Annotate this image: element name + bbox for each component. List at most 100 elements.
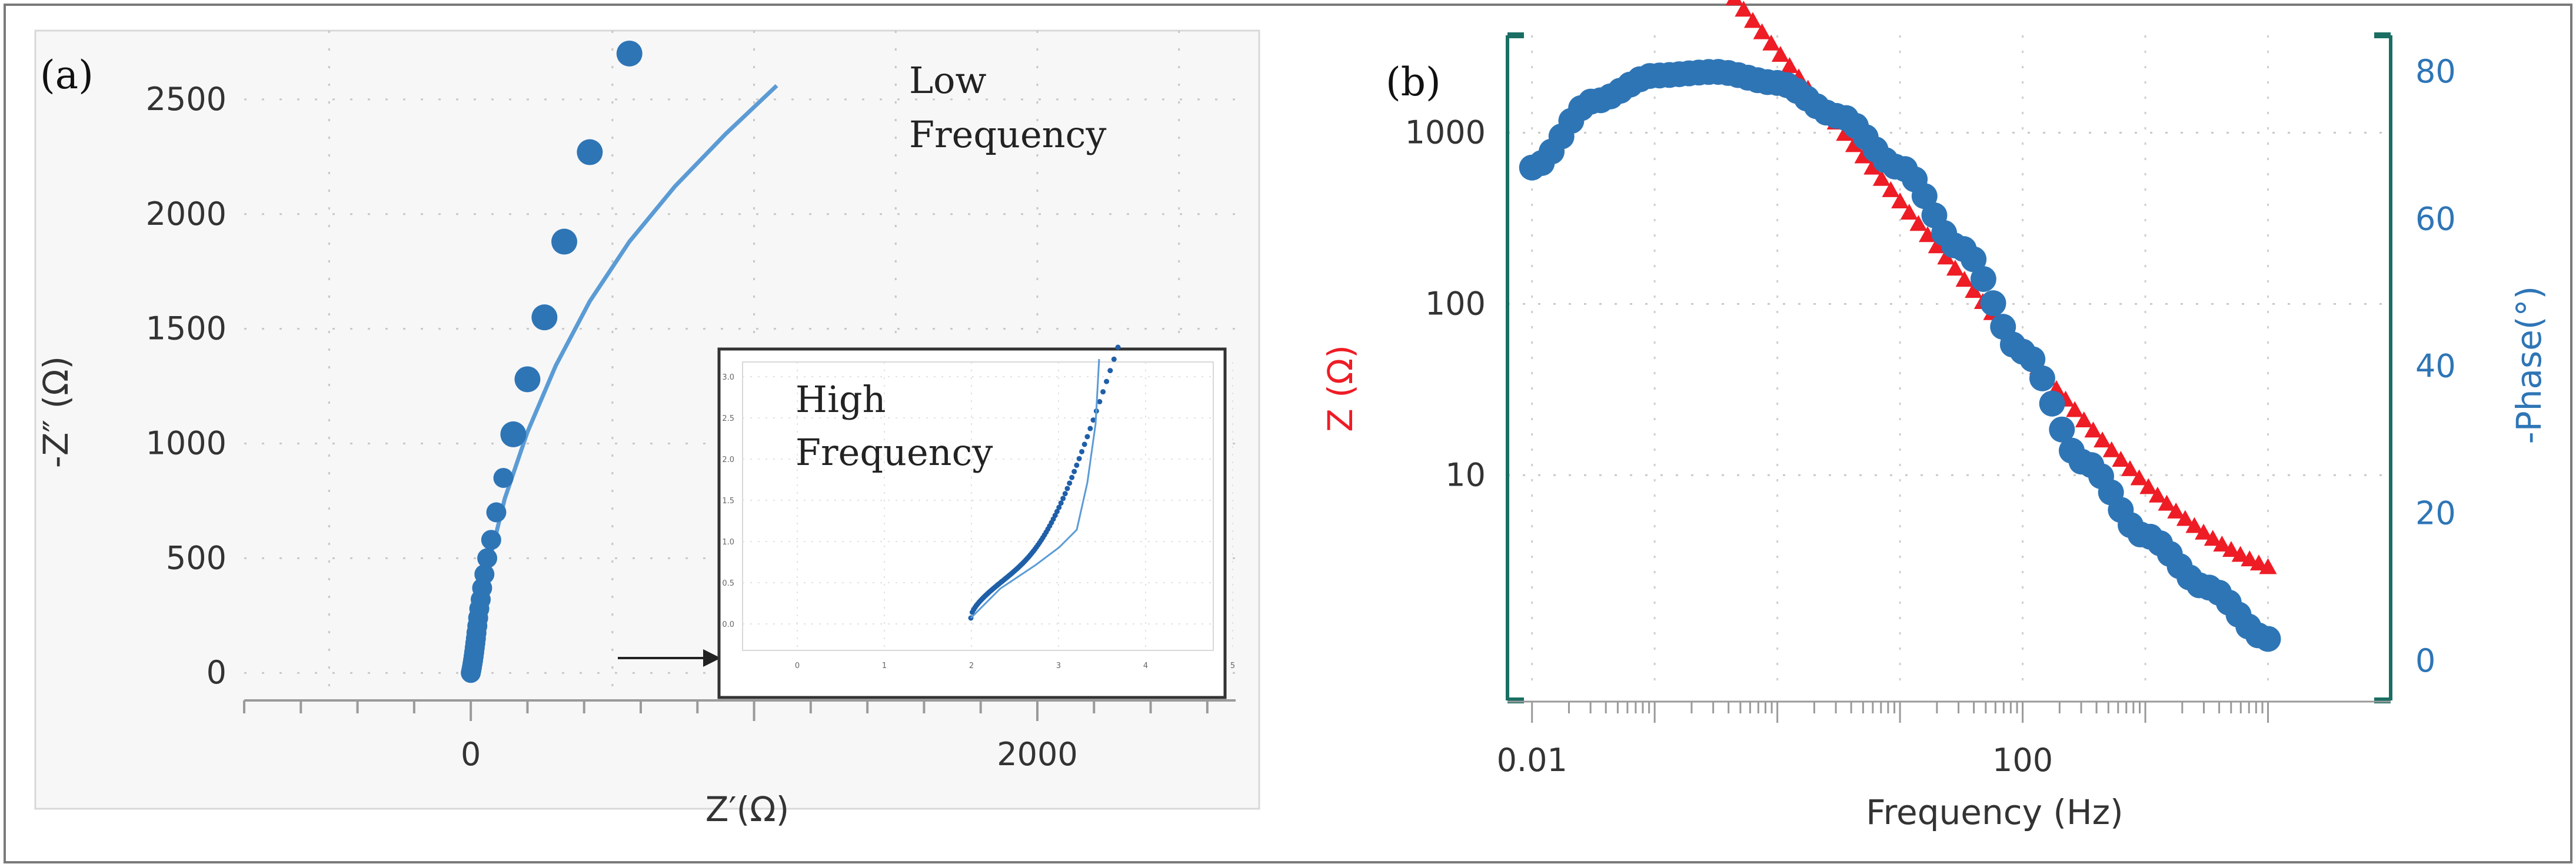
panel-b-impedance-point [2195, 523, 2213, 540]
panel-b-impedance-point [2084, 421, 2102, 438]
panel-b-x-tick-label: 100 [1992, 742, 2053, 779]
panel-a-label: (a) [40, 52, 94, 98]
panel-a-x-tick-label: 0 [461, 736, 481, 773]
inset-tick-label: 2.5 [722, 414, 734, 423]
inset-data-point [1074, 462, 1080, 468]
panel-b-impedance-point [2158, 494, 2176, 511]
panel-b-impedance-point [1909, 215, 1928, 231]
panel-b-impedance-point [2075, 411, 2093, 427]
panel-b-impedance-point [1919, 226, 1937, 243]
panel-b-impedance-point [1965, 282, 1983, 298]
panel-b-impedance-point [2094, 431, 2112, 448]
panel-a-x-ticks: 0 2000 [461, 736, 1078, 773]
panel-b-phase-point [1970, 266, 1996, 293]
inset-data-point [1115, 344, 1121, 350]
inset-data-point [1107, 368, 1113, 374]
panel-b-impedance-point [2231, 546, 2249, 562]
panel-b-impedance-point [1725, 0, 1743, 6]
panel-b-impedance-point [2112, 451, 2130, 467]
panel-b-impedance-point [2249, 554, 2268, 571]
panel-b-phase-point [2255, 626, 2281, 652]
inset-data-point [1100, 389, 1106, 395]
inset-data-point [1090, 417, 1096, 423]
panel-b-impedance-point [2139, 478, 2158, 494]
panel-b-impedance-point [2121, 460, 2139, 476]
panel-a-data-point [477, 548, 498, 569]
inset-data-point [1081, 441, 1087, 447]
panel-b-impedance-point [2102, 441, 2121, 457]
panel-b-right-tick-label: 40 [2415, 348, 2456, 385]
panel-a-x-minor-ticks [243, 700, 1209, 721]
inset-data-point [1104, 378, 1110, 384]
inset-data-point [1058, 500, 1064, 506]
panel-a-data-point [493, 467, 514, 488]
panel-b-phase-point [2049, 416, 2075, 443]
inset-data-point [1087, 426, 1093, 431]
panel-b-right-ticks: 0 20 40 60 80 [2415, 53, 2456, 679]
panel-b-impedance-point [1882, 181, 1900, 197]
panel-b-x-label: Frequency (Hz) [1866, 792, 2123, 832]
panel-b-impedance-point [2066, 401, 2084, 417]
panel-b-x-tick-label: 0.01 [1497, 742, 1567, 779]
panel-b-left-tick-label: 10 [1445, 456, 1486, 493]
inset-data-points [968, 344, 1121, 621]
panel-a-x-label: Z′(Ω) [705, 789, 789, 829]
panel-a-y-label: -Z″ (Ω) [36, 356, 76, 468]
panel-b-impedance-point [2167, 502, 2185, 519]
panel-b-frame [1506, 32, 2392, 703]
inset-tick-label: 0 [795, 662, 800, 670]
inset-tick-label: 1.0 [722, 538, 734, 547]
panel-b-impedance-point [2185, 517, 2204, 533]
panel-a-y-ticks: 0 500 1000 1500 2000 2500 [146, 81, 227, 691]
panel-a-data-point [551, 228, 578, 255]
panel-b-impedance-point [1872, 170, 1891, 186]
inset-tick-label: 5 [1230, 662, 1235, 670]
inset-data-point [1054, 509, 1060, 514]
inset-tick-label: 3 [1056, 662, 1061, 670]
inset-fit-line [970, 358, 1100, 619]
panel-a-data-point [500, 421, 527, 447]
inset-data-point [1060, 496, 1066, 501]
panel-a: (a) 0 500 1000 1500 2000 2500 0 2000 Z′(Ω) -Z″… [34, 29, 1260, 829]
panel-b-impedance-point [1762, 34, 1780, 51]
inset-tick-label: 0.0 [722, 620, 734, 629]
inset-grid: 3.0 2.5 2.0 1.5 1.0 0.5 0.0 0 1 2 3 4 5 [722, 362, 1235, 670]
panel-b-impedance-point [1891, 192, 1909, 209]
panel-b-grid [1507, 35, 2391, 683]
panel-b-right-y-label: -Phase(°) [2509, 286, 2549, 444]
inset-plot-area [742, 361, 1214, 651]
panel-b-impedance-point [1928, 237, 1946, 254]
panel-b-impedance-point [2148, 486, 2166, 503]
panel-b-left-y-label: Z (Ω) [1320, 345, 1360, 432]
panel-b-impedance-point [1955, 271, 1973, 287]
inset-tick-label: 4 [1143, 662, 1148, 670]
inset-tick-label: 1.5 [722, 497, 734, 506]
panel-a-data-points [461, 40, 643, 683]
panel-b-left-tick-label: 1000 [1405, 114, 1486, 151]
panel-b-phase-point [2029, 365, 2055, 391]
inset-tick-label: 2 [969, 662, 974, 670]
panel-b-impedance-point [2204, 530, 2222, 546]
panel-a-y-tick-label: 2500 [146, 81, 227, 118]
panel-a-inset: 3.0 2.5 2.0 1.5 1.0 0.5 0.0 0 1 2 3 4 5 High Frequen… [717, 344, 1235, 699]
panel-b-label: (b) [1386, 59, 1441, 105]
panel-b-impedance-point [1900, 204, 1918, 220]
panel-a-y-tick-label: 1000 [146, 425, 227, 462]
panel-a-data-point [514, 366, 541, 393]
inset-title-high: High [796, 378, 886, 421]
panel-a-y-tick-label: 1500 [146, 310, 227, 347]
panel-a-data-point [474, 564, 495, 584]
panel-a-data-point [531, 304, 558, 331]
panel-a-annotation-frequency: Frequency [909, 113, 1106, 156]
panel-a-y-tick-label: 0 [207, 654, 227, 691]
panel-b-right-tick-label: 60 [2415, 200, 2456, 237]
inset-tick-label: 2.0 [722, 456, 734, 464]
panel-b-right-tick-label: 80 [2415, 53, 2456, 90]
panel-b-impedance-point [1937, 248, 1955, 265]
panel-b-impedance-point [2176, 510, 2194, 526]
panel-b-impedance-point [2213, 536, 2231, 552]
inset-data-point [1069, 474, 1075, 480]
inset-data-point [1079, 449, 1085, 454]
panel-a-data-point [577, 139, 603, 165]
panel-b-impedance-point [1780, 57, 1799, 74]
